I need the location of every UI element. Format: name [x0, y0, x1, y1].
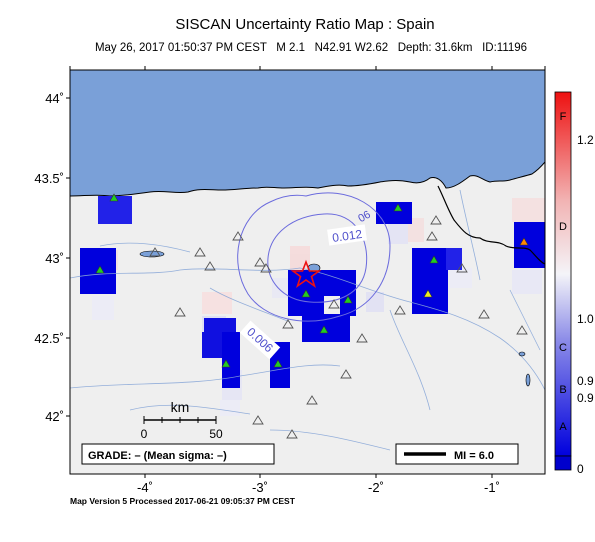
colorbar-grade-c: C: [559, 342, 567, 354]
colorbar-value-0-9b: 0.9: [577, 391, 594, 405]
lon-label-1: -1˚: [484, 480, 500, 495]
colorbar-grade-b: B: [559, 384, 566, 396]
lon-label-3: -3˚: [252, 480, 268, 495]
colorbar-grade-f: F: [560, 111, 567, 123]
lat-label-43-5: 43.5˚: [34, 171, 64, 186]
map-area[interactable]: 0.012 0.006 06: [70, 70, 545, 474]
lat-label-43: 43˚: [45, 251, 64, 266]
colorbar: F D C B A 1.2 1.0 0.9 0.9 0: [554, 91, 594, 476]
mi-legend-box: MI = 6.0: [395, 443, 519, 465]
lat-label-42-5: 42.5˚: [34, 331, 64, 346]
colorbar-value-1-0: 1.0: [577, 312, 594, 326]
scale-unit: km: [171, 399, 190, 415]
mi-legend-text: MI = 6.0: [454, 450, 494, 462]
longitude-labels: -4˚ -3˚ -2˚ -1˚: [137, 480, 500, 495]
map-subtitle: May 26, 2017 01:50:37 PM CEST M 2.1 N42.…: [94, 42, 528, 54]
scale-tick-50: 50: [209, 427, 223, 441]
lat-label-42: 42˚: [45, 409, 64, 424]
map-svg: 0.012 0.006 06: [70, 70, 545, 474]
lon-label-2: -2˚: [368, 480, 384, 495]
colorbar-value-1-2: 1.2: [577, 133, 594, 147]
lon-label-4: -4˚: [137, 480, 153, 495]
map-footer: Map Version 5 Processed 2017-06-21 09:05…: [70, 496, 295, 506]
latitude-labels: 44˚ 43.5˚ 43˚ 42.5˚ 42˚: [34, 91, 64, 424]
colorbar-grade-d: D: [559, 221, 567, 233]
colorbar-value-0-9a: 0.9: [577, 374, 594, 388]
colorbar-value-0: 0: [577, 462, 584, 476]
colorbar-grade-a: A: [559, 421, 567, 433]
lat-label-44: 44˚: [45, 91, 64, 106]
grade-box: GRADE: – (Mean sigma: –): [81, 443, 275, 465]
grade-text: GRADE: – (Mean sigma: –): [88, 450, 227, 462]
scale-tick-0: 0: [141, 427, 148, 441]
map-title: SISCAN Uncertainty Ratio Map : Spain: [175, 16, 435, 33]
